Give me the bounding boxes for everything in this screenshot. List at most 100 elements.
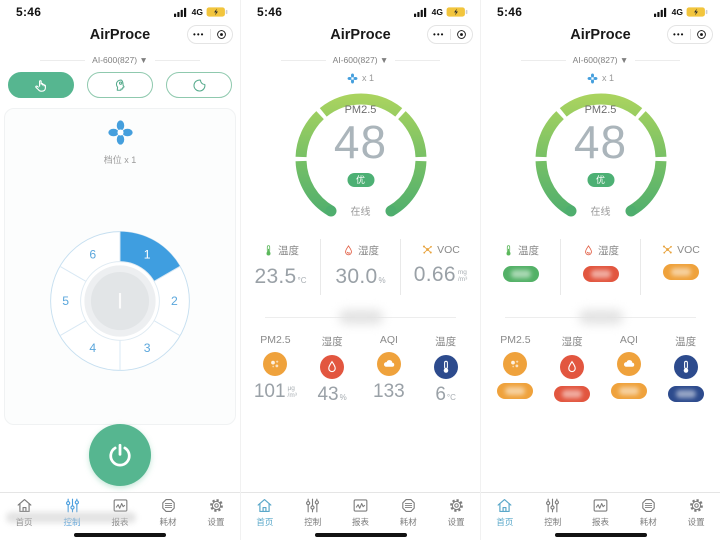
outdoor-aqi: AQI 133 [373,334,405,402]
voc-value: 0.66 [413,263,456,286]
drop-icon [582,244,595,257]
tab-consumables[interactable]: 耗材 [384,493,432,530]
outdoor-humidity: 湿度 [544,334,601,402]
outdoor-pm25: PM2.5 101 μg/m³ [253,334,297,402]
mode-buttons [0,67,240,98]
power-button[interactable] [89,424,151,486]
page-title: AirProce [570,27,631,43]
home-icon [495,496,514,515]
humidity-value: 30.0 [335,265,378,288]
tab-home[interactable]: 首页 [241,493,289,530]
manual-mode-button[interactable] [8,72,74,98]
pm25-icon [263,352,288,376]
gear-icon [447,496,466,515]
close-target-icon[interactable] [691,29,713,40]
outdoor-humidity: 湿度 43% [317,336,347,405]
indoor-voc: VOC 0.66 mg/m³ [400,239,480,295]
tab-home[interactable]: 首页 [0,493,48,530]
miniprogram-capsule[interactable]: ••• [187,25,233,44]
more-menu-icon[interactable]: ••• [673,30,685,39]
miniprogram-capsule[interactable]: ••• [667,25,713,44]
nav-bar: AirProce ••• [481,20,720,50]
device-selector[interactable]: AI-600(827) ▼ [281,53,441,67]
temperature-value: 23.5 [254,265,297,288]
tab-consumables[interactable]: 耗材 [144,493,192,530]
dial-level-4[interactable]: 4 [89,341,96,355]
power-icon [105,440,135,470]
more-menu-icon[interactable]: ••• [193,30,205,39]
dial-level-2[interactable]: 2 [171,294,178,308]
home-indicator [314,533,407,537]
page-title: AirProce [330,27,391,43]
sleep-mode-button[interactable] [166,72,232,98]
network-label: 4G [431,6,443,17]
outdoor-divider [505,310,696,324]
close-target-icon[interactable] [211,29,233,40]
home-icon [15,496,34,515]
head-icon [112,77,129,94]
device-name[interactable]: AI-600(827) ▼ [92,55,148,65]
nav-bar: AirProce ••• [241,20,480,50]
indoor-voc: VOC [640,239,720,295]
tab-control[interactable]: 控制 [289,493,337,530]
device-selector[interactable]: AI-600(827) ▼ [40,53,201,67]
tab-control[interactable]: 控制 [529,493,577,530]
dial-level-5[interactable]: 5 [62,294,69,308]
device-selector[interactable]: AI-600(827) ▼ [521,53,681,67]
status-bar: 5:46 4G [0,0,240,20]
outdoor-temperature: 温度 6 °C [433,336,458,405]
fan-icon [347,73,358,84]
fan-speed-dial[interactable]: 1 2 3 4 5 6 I [45,226,195,376]
fan-icon [107,119,134,146]
drop-icon [342,244,355,257]
battery-icon [446,7,468,17]
gear-icon [687,496,706,515]
device-name[interactable]: AI-600(827) ▼ [572,55,629,65]
fan-control-card: 档位 x 1 1 2 3 4 5 6 I [4,108,236,425]
temperature-grade-pill [667,386,704,402]
device-name[interactable]: AI-600(827) ▼ [332,55,389,65]
tab-home[interactable]: 首页 [481,493,529,530]
tab-settings[interactable]: 设置 [192,493,240,530]
gauge-metric: PM2.5 [344,104,377,116]
tab-control[interactable]: 控制 [48,493,96,530]
gauge-value: 48 [333,116,388,168]
tab-bar: 首页 控制 报表 耗材 设置 [241,492,480,530]
home-indicator [554,533,647,537]
dial-level-3[interactable]: 3 [144,341,151,355]
tab-reports[interactable]: 报表 [337,493,385,530]
voc-grade-pill [662,264,699,280]
location-blur [578,310,623,324]
tab-settings[interactable]: 设置 [672,493,720,530]
tab-bar: 首页 控制 报表 耗材 设置 [0,492,240,530]
tab-settings[interactable]: 设置 [432,493,480,530]
network-label: 4G [671,6,683,17]
dial-center-label[interactable]: I [117,289,123,314]
humidity-drop-icon [320,355,345,379]
status-bar: 5:46 4G [241,0,480,20]
tab-reports[interactable]: 报表 [577,493,625,530]
dial-level-6[interactable]: 6 [89,247,96,261]
auto-mode-button[interactable] [87,72,153,98]
nav-bar: AirProce ••• [0,20,240,50]
close-target-icon[interactable] [451,29,473,40]
dial-level-1[interactable]: 1 [144,247,151,261]
thermometer-icon [502,244,515,257]
filter-icon [399,496,418,515]
dial-segment-selected[interactable] [120,231,181,282]
indoor-sensors: 温度 湿度 VOC [481,239,720,295]
page-title: AirProce [89,27,151,43]
cloud-icon [376,352,401,376]
signal-icon [654,7,669,17]
temperature-grade-pill [502,266,539,282]
more-menu-icon[interactable]: ••• [433,30,445,39]
indoor-sensors: 温度 23.5 °C 湿度 30.0% VOC 0.66 mg/m³ [241,239,480,295]
tab-reports[interactable]: 报表 [96,493,144,530]
grade-badge: 优 [346,173,375,187]
miniprogram-capsule[interactable]: ••• [427,25,473,44]
online-status: 在线 [590,207,611,218]
tab-consumables[interactable]: 耗材 [624,493,672,530]
outdoor-divider [265,310,456,324]
gear-icon [207,496,226,515]
fan-multiplier: x 1 [481,71,720,85]
